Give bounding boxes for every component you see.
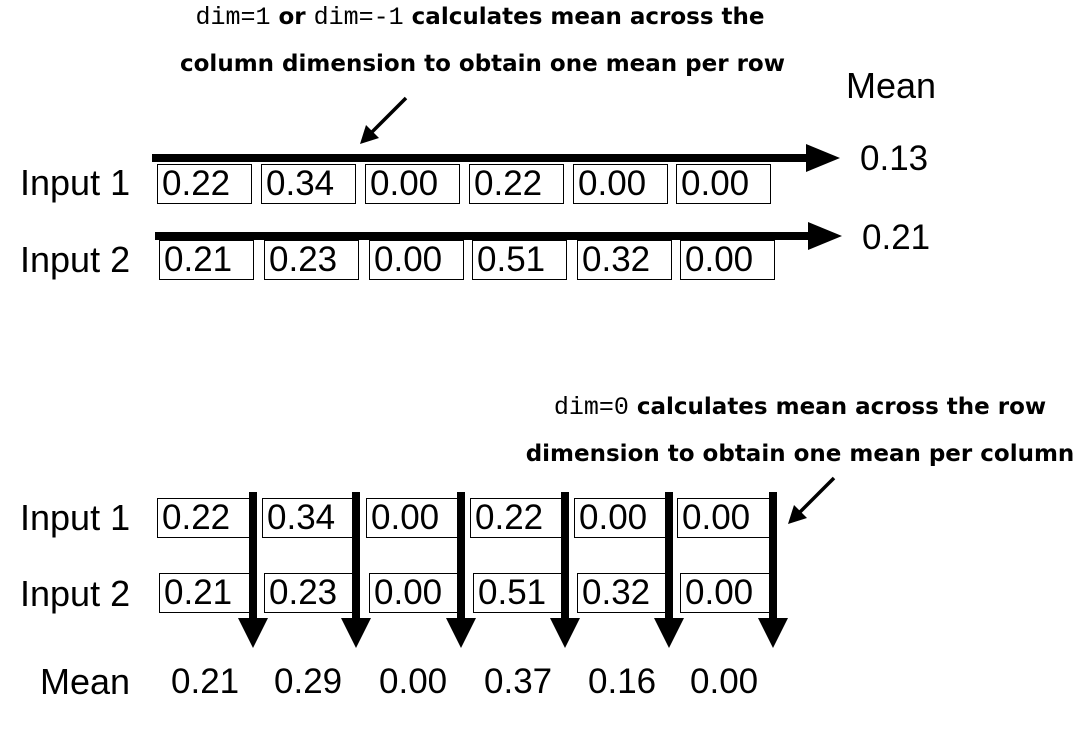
top-row1-cell-6: 0.00 <box>676 164 771 204</box>
top-caption-line1: dim=1 or dim=-1 calculates mean across t… <box>180 0 780 41</box>
top-row2-arrow-shaft <box>155 232 810 240</box>
bottom-caption: dim=0 calculates mean across the row dim… <box>520 384 1080 477</box>
top-row2-arrow-head-icon <box>808 222 842 250</box>
top-pointer-arrow-icon <box>360 96 408 144</box>
caption-text: calculates mean across the row <box>628 394 1047 420</box>
col3-arrow-shaft <box>457 492 465 620</box>
top-row2-cell-1: 0.21 <box>159 240 254 280</box>
bottom-caption-line1: dim=0 calculates mean across the row <box>520 384 1080 431</box>
col1-arrow-shaft <box>249 492 257 620</box>
column-mean-5: 0.16 <box>588 662 657 701</box>
column-mean-2: 0.29 <box>274 662 343 701</box>
top-row1-label: Input 1 <box>20 162 131 203</box>
col5-arrow-shaft <box>665 492 673 620</box>
col6-arrow-shaft <box>769 492 777 620</box>
bottom-row1-cell-4: 0.22 <box>470 498 565 538</box>
bottom-row2-cell-4: 0.51 <box>473 573 568 613</box>
bottom-pointer-arrow-icon <box>788 476 836 524</box>
col2-arrow-shaft <box>352 492 360 620</box>
top-row2-mean: 0.21 <box>862 218 931 257</box>
top-row1-cell-3: 0.00 <box>365 164 460 204</box>
bottom-mean-label: Mean <box>40 661 131 702</box>
code-dim-minus-1: dim=-1 <box>313 3 404 32</box>
top-row2-label: Input 2 <box>20 239 131 280</box>
caption-text: calculates mean across the <box>403 4 765 30</box>
bottom-row1-cell-2: 0.34 <box>262 498 357 538</box>
col3-arrow-head-icon <box>446 618 476 648</box>
col6-arrow-head-icon <box>758 618 788 648</box>
col1-arrow-head-icon <box>238 618 268 648</box>
top-row1-cell-5: 0.00 <box>573 164 668 204</box>
code-dim-0: dim=0 <box>553 393 629 422</box>
column-mean-1: 0.21 <box>171 662 240 701</box>
col5-arrow-head-icon <box>654 618 684 648</box>
top-row1-mean: 0.13 <box>860 139 929 178</box>
bottom-row2-cell-1: 0.21 <box>159 573 254 613</box>
top-row1-arrow-head-icon <box>806 144 840 172</box>
col2-arrow-head-icon <box>341 618 371 648</box>
bottom-row2-cell-5: 0.32 <box>577 573 672 613</box>
column-mean-3: 0.00 <box>379 662 448 701</box>
bottom-row2-label: Input 2 <box>20 573 131 614</box>
top-row2-cell-3: 0.00 <box>369 240 464 280</box>
bottom-row2-cell-6: 0.00 <box>680 573 775 613</box>
top-caption-line2: column dimension to obtain one mean per … <box>180 51 785 77</box>
code-dim-1: dim=1 <box>195 3 271 32</box>
top-row2-cell-6: 0.00 <box>680 240 775 280</box>
bottom-row2-cell-2: 0.23 <box>264 573 359 613</box>
bottom-row1-cell-3: 0.00 <box>366 498 461 538</box>
bottom-row2-cell-3: 0.00 <box>369 573 464 613</box>
column-mean-6: 0.00 <box>690 662 759 701</box>
bottom-row1-cell-5: 0.00 <box>574 498 669 538</box>
top-row1-cell-2: 0.34 <box>261 164 356 204</box>
bottom-caption-line2: dimension to obtain one mean per column <box>525 441 1075 467</box>
bottom-row1-cell-1: 0.22 <box>157 498 252 538</box>
top-row1-arrow-shaft <box>152 154 808 162</box>
bottom-row1-cell-6: 0.00 <box>677 498 772 538</box>
top-mean-header: Mean <box>846 65 937 106</box>
bottom-row1-label: Input 1 <box>20 497 131 538</box>
top-row2-cell-4: 0.51 <box>472 240 567 280</box>
top-row2-cell-2: 0.23 <box>264 240 359 280</box>
col4-arrow-shaft <box>561 492 569 620</box>
col4-arrow-head-icon <box>550 618 580 648</box>
top-row1-cell-1: 0.22 <box>157 164 252 204</box>
column-mean-4: 0.37 <box>484 662 553 701</box>
caption-or: or <box>270 4 314 30</box>
top-caption: dim=1 or dim=-1 calculates mean across t… <box>180 0 785 87</box>
top-row2-cell-5: 0.32 <box>577 240 672 280</box>
top-row1-cell-4: 0.22 <box>469 164 564 204</box>
